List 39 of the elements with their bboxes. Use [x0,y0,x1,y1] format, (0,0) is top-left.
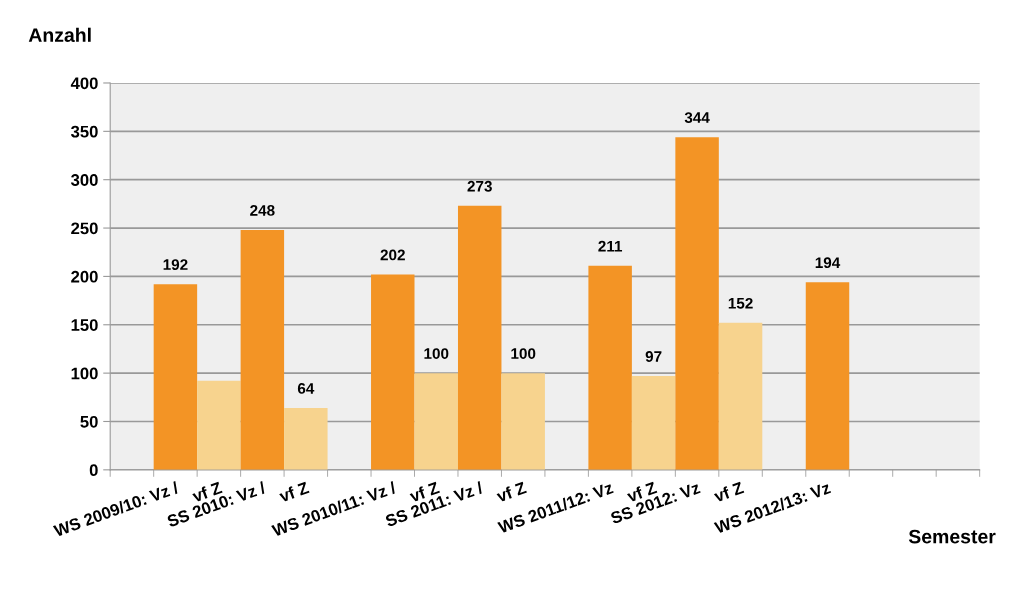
y-tick-label: 0 [89,464,98,477]
data-label: 202 [380,249,405,261]
data-label: 152 [728,297,753,309]
data-label: 100 [424,348,449,359]
y-tick-label: 300 [70,174,98,186]
data-label: 273 [467,180,492,192]
y-tick-label: 400 [70,77,98,90]
bar [371,274,415,470]
x-tick-label: vf Z [278,481,310,503]
data-label: 97 [645,351,662,362]
data-label: 100 [511,348,536,359]
bar [284,407,328,470]
x-tick-label: vf Z [495,481,527,503]
bar [718,322,763,470]
y-axis-title: Anzahl [28,27,91,42]
y-tick-label: 50 [80,415,98,428]
bar [588,265,632,470]
data-label: 64 [297,382,315,394]
data-label: 248 [250,205,275,216]
bar [197,380,241,470]
y-tick-label: 200 [71,270,98,283]
data-label: 192 [163,259,188,271]
bar [414,373,458,470]
y-tick-label: 250 [71,222,98,235]
bar [501,373,545,470]
data-label: 211 [598,240,623,252]
data-label: 344 [684,112,710,124]
y-tick-label: 100 [71,367,98,380]
y-tick-label: 150 [71,319,98,331]
bar [805,282,850,470]
bar [457,205,502,470]
data-label: 194 [815,257,841,269]
y-tick-label: 350 [70,125,98,138]
x-axis-title: Semester [908,529,996,544]
bar [675,137,719,470]
bar [240,229,285,470]
bar [153,284,198,470]
x-tick-label: vf Z [712,481,745,503]
bar [631,376,676,470]
